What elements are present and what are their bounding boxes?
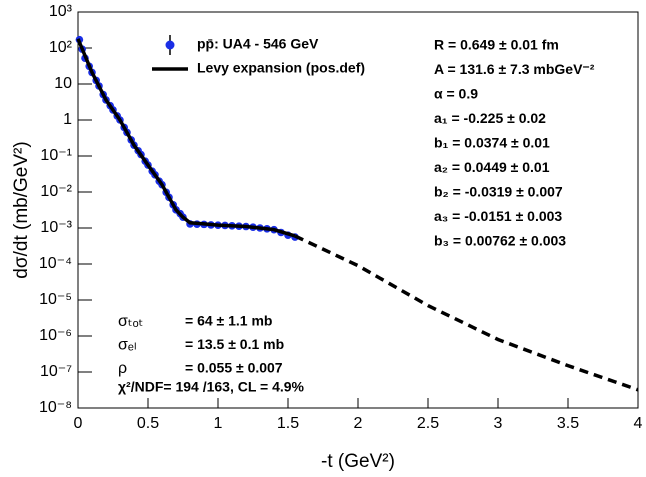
fit-parameter: a₂ = 0.0449 ± 0.01 (434, 159, 550, 175)
y-tick-label: 10⁻⁵ (39, 291, 72, 308)
y-axis-label: dσ/dt (mb/GeV²) (11, 141, 32, 278)
y-tick-label: 10⁻⁶ (39, 327, 72, 344)
result-name: σₜₒₜ (118, 313, 143, 330)
legend-marker (165, 40, 175, 50)
legend-label: pp̄: UA4 - 546 GeV (197, 36, 319, 52)
y-tick-label: 10² (49, 39, 73, 56)
x-tick-label: 0 (74, 415, 83, 432)
y-tick-label: 10⁻⁷ (40, 363, 72, 380)
fit-parameter: R = 0.649 ± 0.01 fm (434, 37, 559, 53)
result-value: = 13.5 ± 0.1 mb (185, 336, 284, 352)
fit-line (76, 38, 296, 238)
x-tick-label: 2.5 (417, 415, 439, 432)
y-tick-label: 10 (54, 75, 72, 92)
legend-label: Levy expansion (pos.def) (197, 60, 365, 76)
y-tick-label: 1 (63, 111, 72, 128)
x-tick-label: 4 (634, 415, 643, 432)
result-name: σₑₗ (118, 337, 136, 354)
x-tick-label: 1.5 (277, 415, 299, 432)
chi2-label: χ²/NDF= 194 /163, CL = 4.9% (118, 379, 305, 395)
y-tick-label: 10⁻³ (40, 219, 72, 236)
fit-line (294, 234, 639, 392)
result-value: = 64 ± 1.1 mb (185, 313, 272, 329)
y-tick-label: 10⁻⁸ (39, 399, 72, 416)
fit-parameter: A = 131.6 ± 7.3 mbGeV⁻² (434, 61, 595, 77)
result-value: = 0.055 ± 0.007 (185, 360, 283, 376)
fit-parameter: b₂ = -0.0319 ± 0.007 (434, 184, 563, 200)
fit-parameter: a₁ = -0.225 ± 0.02 (434, 110, 546, 126)
fit-parameter: b₁ = 0.0374 ± 0.01 (434, 135, 550, 151)
x-axis-label: -t (GeV²) (321, 451, 395, 472)
y-tick-label: 10⁻¹ (40, 147, 72, 164)
x-tick-label: 3.5 (557, 415, 579, 432)
fit-parameter: b₃ = 0.00762 ± 0.003 (434, 233, 566, 249)
result-name: ρ (118, 360, 127, 377)
y-tick-label: 10⁻⁴ (39, 255, 72, 272)
x-tick-label: 1 (214, 415, 223, 432)
x-tick-label: 3 (494, 415, 503, 432)
x-tick-label: 0.5 (137, 415, 159, 432)
x-tick-label: 2 (354, 415, 363, 432)
y-tick-label: 10⁻² (40, 183, 72, 200)
fit-parameter: a₃ = -0.0151 ± 0.003 (434, 208, 562, 224)
y-tick-label: 10³ (49, 3, 73, 20)
fit-parameter: α = 0.9 (434, 86, 478, 102)
